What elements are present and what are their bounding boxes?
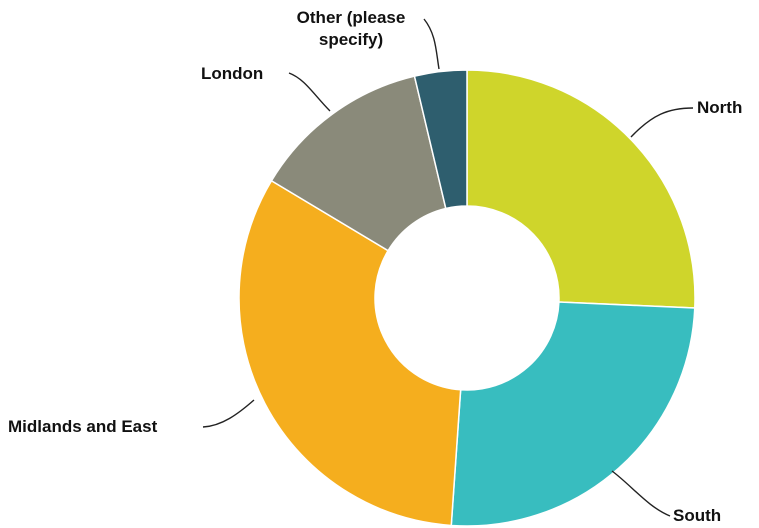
slice-north xyxy=(466,69,696,309)
slice-label-midlands-and-east: Midlands and East xyxy=(8,417,158,436)
leader-london xyxy=(288,72,331,112)
slice-label-other: Other (please specify) xyxy=(297,8,406,49)
leader-lines xyxy=(202,18,694,517)
leader-north xyxy=(630,107,694,138)
slice-other-please-specify xyxy=(413,69,468,210)
slice-label-north: North xyxy=(697,98,742,117)
slice-midlands-and-east xyxy=(238,179,462,527)
leader-south xyxy=(611,470,671,517)
leader-midlands xyxy=(202,399,255,428)
donut-slices xyxy=(238,69,696,527)
slice-label-london: London xyxy=(201,64,263,83)
slice-south xyxy=(450,301,696,527)
slice-label-south: South xyxy=(673,506,721,525)
slice-london xyxy=(270,75,447,252)
leader-other xyxy=(423,18,440,70)
